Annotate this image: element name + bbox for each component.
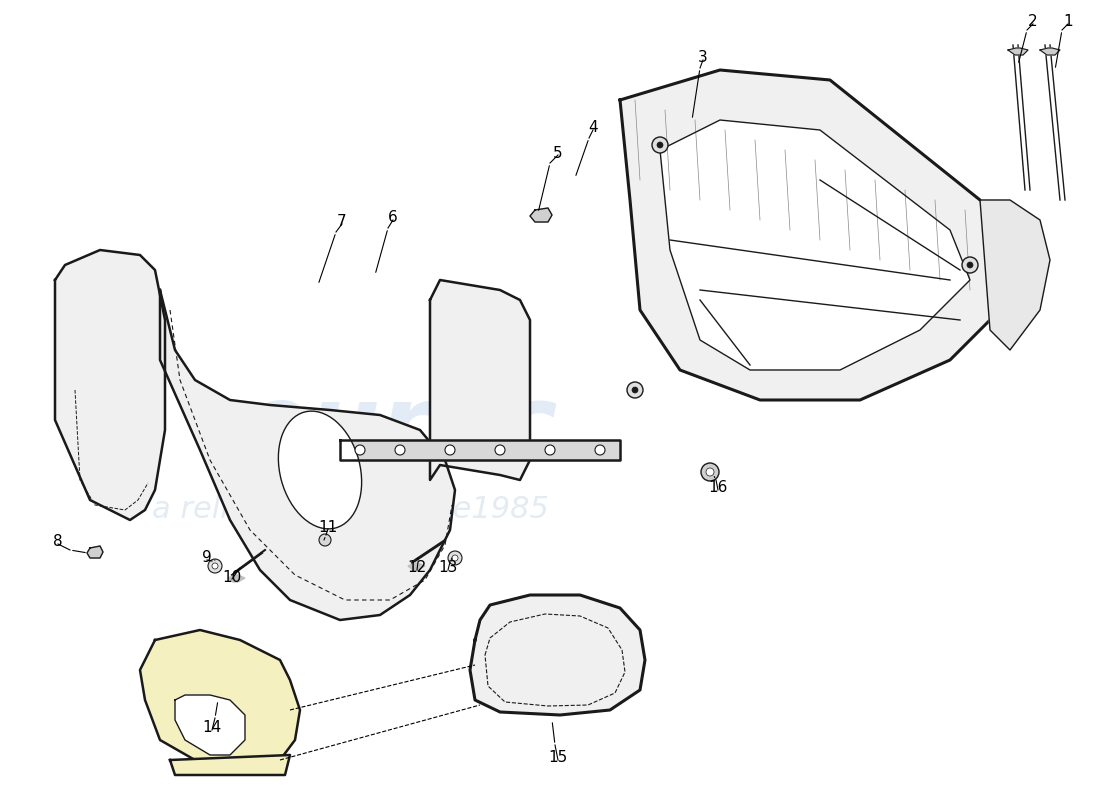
Circle shape <box>627 382 644 398</box>
Text: 16: 16 <box>708 481 728 495</box>
Circle shape <box>208 559 222 573</box>
Polygon shape <box>55 250 165 520</box>
Circle shape <box>212 563 218 569</box>
Circle shape <box>632 387 638 393</box>
Circle shape <box>701 463 719 481</box>
Polygon shape <box>530 208 552 222</box>
Text: 15: 15 <box>549 750 568 766</box>
Text: 8: 8 <box>53 534 63 550</box>
Text: 7: 7 <box>338 214 346 230</box>
Text: 11: 11 <box>318 519 338 534</box>
Text: a reliable parts since1985: a reliable parts since1985 <box>152 495 549 525</box>
Polygon shape <box>175 695 245 755</box>
Polygon shape <box>1008 48 1028 55</box>
Circle shape <box>657 142 663 148</box>
Polygon shape <box>408 563 425 570</box>
Circle shape <box>355 445 365 455</box>
Text: 6: 6 <box>388 210 398 226</box>
Text: 3: 3 <box>698 50 708 66</box>
Circle shape <box>448 551 462 565</box>
Polygon shape <box>1040 48 1060 55</box>
Text: 5: 5 <box>553 146 563 161</box>
Polygon shape <box>980 200 1050 350</box>
Text: 12: 12 <box>407 561 427 575</box>
Text: 10: 10 <box>222 570 242 585</box>
Text: 1: 1 <box>1064 14 1072 30</box>
Circle shape <box>452 555 458 561</box>
Circle shape <box>495 445 505 455</box>
Circle shape <box>544 445 556 455</box>
Text: 4: 4 <box>588 121 597 135</box>
Polygon shape <box>430 280 530 480</box>
Polygon shape <box>140 630 300 770</box>
Polygon shape <box>470 595 645 715</box>
Circle shape <box>446 445 455 455</box>
Polygon shape <box>160 290 455 620</box>
Polygon shape <box>87 546 103 558</box>
Circle shape <box>319 534 331 546</box>
Polygon shape <box>660 120 970 370</box>
Polygon shape <box>228 575 245 582</box>
Circle shape <box>967 262 974 268</box>
Polygon shape <box>170 755 290 775</box>
Text: 13: 13 <box>438 561 458 575</box>
Text: 2: 2 <box>1028 14 1037 30</box>
Circle shape <box>962 257 978 273</box>
Text: 9: 9 <box>202 550 212 566</box>
Circle shape <box>595 445 605 455</box>
Circle shape <box>395 445 405 455</box>
Circle shape <box>706 468 714 476</box>
Text: 14: 14 <box>202 721 221 735</box>
Ellipse shape <box>278 411 362 529</box>
Polygon shape <box>340 440 620 460</box>
Polygon shape <box>620 70 1020 400</box>
Text: euroc: euroc <box>242 382 558 478</box>
Circle shape <box>652 137 668 153</box>
